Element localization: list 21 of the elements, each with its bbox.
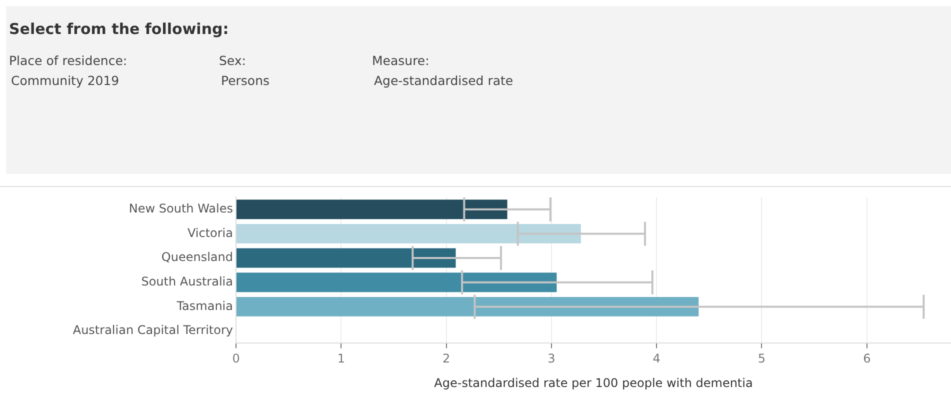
- text: Measure:: [372, 53, 430, 68]
- text: Community 2019: [11, 73, 120, 88]
- x-tick-label: 1: [337, 352, 345, 366]
- y-tick-label: Victoria: [187, 226, 233, 240]
- text: Persons: [221, 73, 270, 88]
- text: Sex:: [219, 53, 246, 68]
- text: Age-standardised rate: [374, 73, 514, 88]
- y-tick-label: Tasmania: [176, 298, 233, 313]
- y-tick-label: Australian Capital Territory: [72, 323, 233, 338]
- x-tick-label: 3: [548, 352, 556, 366]
- x-axis-title: Age-standardised rate per 100 people with dementia: [434, 376, 753, 390]
- x-tick-label: 0: [232, 352, 240, 366]
- y-tick-label: South Australia: [141, 274, 233, 288]
- x-tick-label: 2: [442, 352, 450, 366]
- x-tick-label: 6: [863, 352, 871, 366]
- y-tick-label: New South Wales: [128, 201, 233, 216]
- text: Place of residence:: [9, 53, 128, 68]
- y-tick-label: Queensland: [161, 250, 233, 264]
- x-tick-label: 5: [758, 352, 766, 366]
- x-tick-label: 4: [652, 352, 660, 366]
- chart-title: Select from the following:: [9, 20, 229, 38]
